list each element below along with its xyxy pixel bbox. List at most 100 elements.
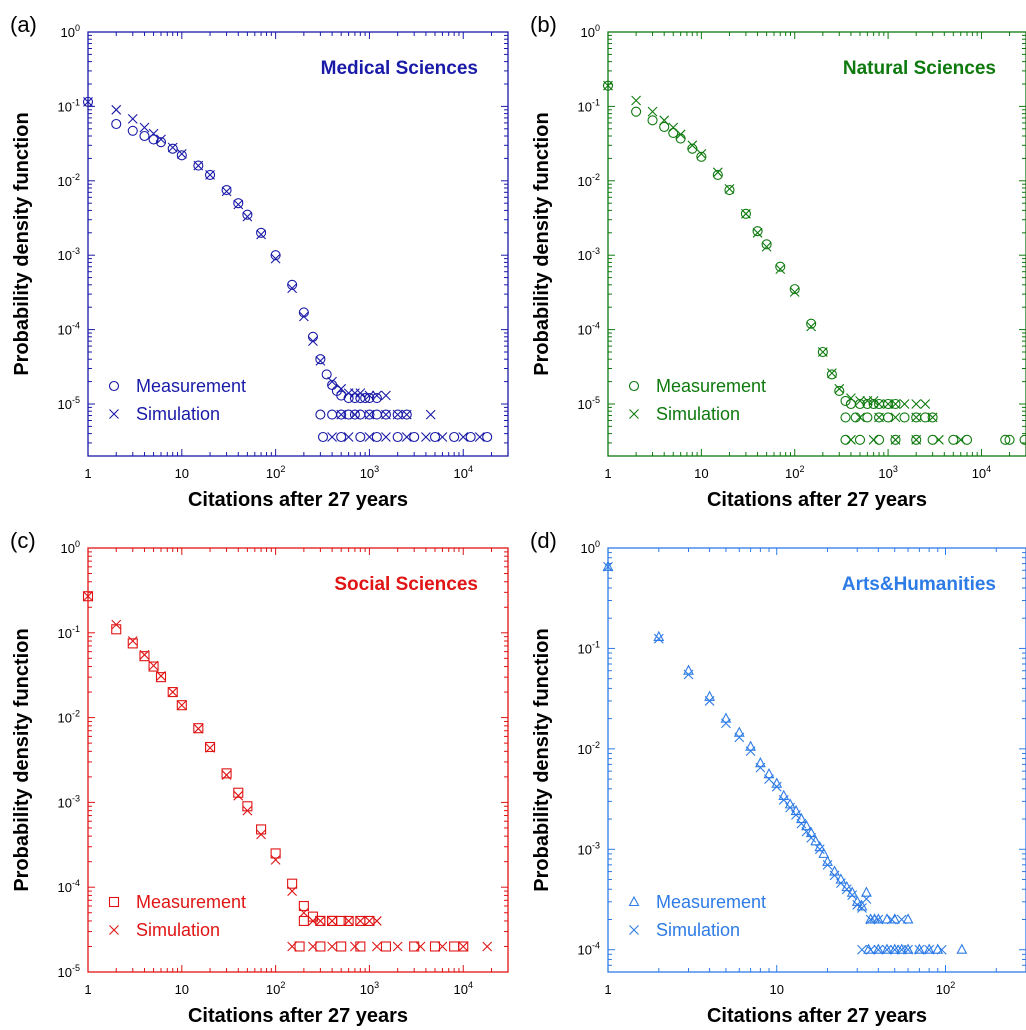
data-point	[896, 914, 907, 925]
y-tick-label: 10-5	[58, 963, 80, 980]
data-point	[474, 432, 485, 442]
x-tick-label: 1	[84, 982, 91, 997]
data-point	[927, 434, 938, 445]
legend: Measurement Simulation	[108, 892, 246, 940]
data-point	[948, 434, 959, 445]
data-point	[603, 561, 613, 572]
data-point	[696, 148, 707, 159]
data-point	[364, 390, 375, 401]
data-point	[806, 321, 817, 332]
panel-label: (a)	[10, 12, 37, 37]
data-point	[826, 368, 837, 379]
data-point	[881, 943, 893, 954]
data-point	[371, 916, 382, 926]
data-point	[872, 943, 884, 954]
data-point	[270, 253, 281, 264]
data-point	[675, 133, 686, 144]
x-tick-label: 1	[604, 982, 611, 997]
panel-label: (d)	[530, 528, 557, 553]
data-point	[364, 409, 375, 420]
legend-marker	[629, 925, 639, 935]
data-point	[401, 409, 412, 420]
data-point	[111, 118, 122, 130]
data-point	[139, 130, 150, 142]
data-point	[176, 700, 187, 711]
data-point	[847, 890, 858, 900]
data-point	[308, 916, 318, 926]
data-point	[890, 398, 901, 410]
data-point	[712, 169, 723, 180]
data-point	[855, 412, 865, 423]
data-point	[761, 239, 772, 250]
data-point	[647, 115, 658, 126]
y-tick-label: 10-3	[58, 246, 80, 263]
y-tick-label: 10-5	[578, 395, 600, 412]
data-point	[889, 944, 900, 955]
data-point	[914, 944, 925, 955]
data-point	[380, 941, 392, 952]
data-point	[287, 886, 298, 896]
data-point	[720, 712, 732, 723]
data-point	[840, 412, 851, 423]
data-point	[647, 106, 658, 117]
data-point	[315, 916, 326, 926]
data-point	[167, 687, 178, 698]
data-point	[343, 915, 354, 926]
y-tick-label: 10-3	[578, 840, 600, 857]
data-point	[355, 941, 366, 952]
data-point	[421, 432, 431, 442]
data-point	[321, 369, 332, 380]
data-point	[631, 106, 642, 117]
x-tick-label: 102	[266, 464, 285, 481]
data-point	[902, 943, 914, 954]
data-point	[740, 208, 751, 219]
y-axis-label: Probability density function	[531, 112, 553, 375]
data-point	[425, 409, 436, 420]
x-axis: 1 10 102	[604, 548, 1026, 997]
data-point	[315, 355, 326, 366]
data-point	[745, 746, 756, 756]
data-point	[205, 170, 215, 180]
y-axis: 10-4 10-3 10-2 10-1 100	[578, 539, 1026, 973]
legend-entry: Simulation	[136, 404, 220, 424]
x-axis-label: Citations after 27 years	[188, 489, 408, 511]
data-point	[846, 393, 856, 403]
data-point	[204, 741, 216, 753]
data-point	[795, 812, 807, 824]
data-point	[371, 431, 382, 443]
data-point	[801, 819, 812, 831]
plot-frame	[87, 31, 509, 457]
data-point	[176, 148, 187, 159]
data-point	[881, 913, 893, 924]
data-point	[840, 395, 851, 406]
data-point	[872, 913, 884, 924]
data-point	[364, 409, 375, 420]
data-point	[855, 396, 865, 406]
legend-entry: Simulation	[656, 404, 740, 424]
data-point	[242, 209, 253, 220]
data-point	[221, 770, 232, 780]
data-point	[704, 696, 715, 706]
data-point	[242, 801, 253, 812]
data-point	[308, 336, 318, 347]
data-point	[814, 844, 825, 855]
y-axis: 10-5 10-4 10-3 10-2 10-1 100	[58, 23, 508, 457]
data-point	[602, 80, 614, 91]
data-point	[659, 121, 670, 132]
data-point	[83, 96, 93, 107]
series-simulation	[83, 96, 485, 442]
data-point	[852, 899, 863, 910]
data-point	[392, 941, 403, 952]
data-point	[401, 409, 412, 420]
x-axis: 1 10 102 103 104	[84, 32, 509, 481]
data-point	[754, 757, 766, 768]
x-tick-label: 10	[770, 982, 784, 997]
y-tick-label: 10-4	[58, 878, 80, 895]
data-point	[176, 700, 187, 711]
data-point	[933, 434, 944, 445]
x-axis-label: Citations after 27 years	[707, 489, 927, 511]
y-tick-label: 100	[581, 23, 600, 40]
data-point	[336, 383, 347, 394]
data-point	[429, 941, 441, 952]
